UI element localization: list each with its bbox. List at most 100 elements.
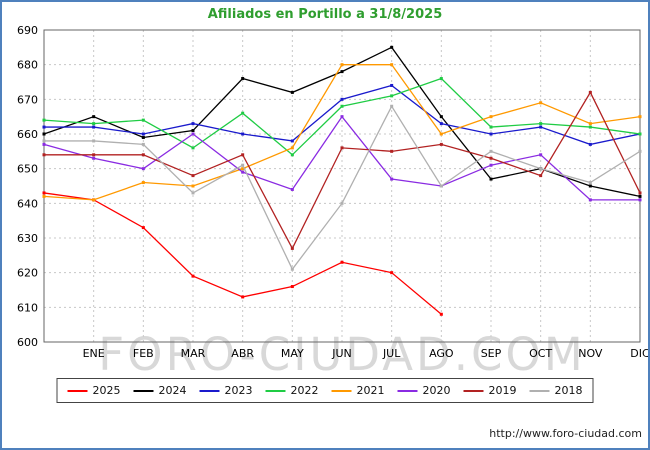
- legend-item-2022: 2022: [265, 384, 319, 397]
- x-tick-label: MAR: [181, 347, 206, 360]
- series-marker-2019: [539, 174, 543, 178]
- x-tick-label: MAY: [281, 347, 304, 360]
- series-marker-2020: [42, 142, 46, 146]
- x-tick-label: SEP: [481, 347, 502, 360]
- series-marker-2020: [191, 132, 195, 136]
- x-tick-label: JUL: [382, 347, 401, 360]
- series-marker-2019: [42, 153, 46, 157]
- series-marker-2018: [42, 139, 46, 143]
- legend-swatch-2025: [67, 389, 88, 392]
- series-marker-2024: [290, 90, 294, 94]
- legend-item-2024: 2024: [133, 384, 187, 397]
- watermark: FORO-CIUDAD.COM: [98, 328, 585, 381]
- legend-label-2018: 2018: [554, 384, 583, 397]
- series-marker-2021: [42, 194, 46, 198]
- legend-swatch-2020: [397, 389, 418, 392]
- series-marker-2023: [42, 125, 46, 129]
- series-marker-2025: [390, 271, 394, 275]
- legend-label-2025: 2025: [92, 384, 121, 397]
- series-marker-2019: [390, 149, 394, 153]
- series-marker-2020: [489, 163, 493, 167]
- y-tick-label: 620: [17, 267, 38, 280]
- series-marker-2025: [439, 312, 443, 316]
- series-marker-2024: [92, 115, 96, 119]
- series-marker-2023: [489, 132, 493, 136]
- series-marker-2023: [340, 97, 344, 101]
- legend-swatch-2019: [463, 389, 484, 392]
- legend-item-2019: 2019: [463, 384, 517, 397]
- series-marker-2023: [290, 139, 294, 143]
- series-marker-2020: [141, 167, 145, 171]
- legend-label-2024: 2024: [158, 384, 187, 397]
- legend-swatch-2024: [133, 389, 154, 392]
- y-tick-label: 690: [17, 24, 38, 37]
- x-tick-label: FEB: [133, 347, 154, 360]
- series-marker-2024: [141, 135, 145, 139]
- legend-swatch-2018: [529, 389, 550, 392]
- series-marker-2018: [92, 139, 96, 143]
- series-marker-2019: [92, 153, 96, 157]
- series-marker-2024: [241, 77, 245, 81]
- series-marker-2019: [489, 156, 493, 160]
- series-marker-2023: [141, 132, 145, 136]
- series-marker-2019: [439, 142, 443, 146]
- y-tick-label: 680: [17, 59, 38, 72]
- series-marker-2023: [439, 122, 443, 126]
- series-marker-2020: [290, 187, 294, 191]
- y-tick-label: 670: [17, 93, 38, 106]
- series-marker-2023: [241, 132, 245, 136]
- x-tick-label: ENE: [83, 347, 105, 360]
- series-marker-2021: [191, 184, 195, 188]
- series-marker-2025: [141, 226, 145, 230]
- chart-title: Afiliados en Portillo a 31/8/2025: [207, 7, 443, 22]
- legend-item-2025: 2025: [67, 384, 121, 397]
- legend-swatch-2023: [199, 389, 220, 392]
- series-marker-2024: [42, 132, 46, 136]
- y-tick-label: 640: [17, 197, 38, 210]
- series-marker-2019: [588, 90, 592, 94]
- series-marker-2024: [489, 177, 493, 181]
- series-marker-2018: [290, 267, 294, 271]
- series-marker-2025: [340, 260, 344, 264]
- series-marker-2022: [191, 146, 195, 150]
- legend-swatch-2021: [331, 389, 352, 392]
- series-marker-2022: [241, 111, 245, 115]
- series-marker-2021: [439, 132, 443, 136]
- series-marker-2021: [241, 167, 245, 171]
- legend-item-2018: 2018: [529, 384, 583, 397]
- legend-label-2021: 2021: [356, 384, 385, 397]
- series-marker-2019: [290, 246, 294, 250]
- series-marker-2024: [588, 184, 592, 188]
- series-marker-2024: [390, 45, 394, 49]
- series-marker-2019: [340, 146, 344, 150]
- x-tick-label: AGO: [429, 347, 454, 360]
- legend-label-2020: 2020: [422, 384, 451, 397]
- series-marker-2023: [539, 125, 543, 129]
- series-marker-2022: [290, 153, 294, 157]
- legend-label-2023: 2023: [224, 384, 253, 397]
- series-marker-2021: [340, 63, 344, 67]
- series-marker-2022: [539, 122, 543, 126]
- series-marker-2023: [588, 142, 592, 146]
- series-marker-2021: [588, 122, 592, 126]
- series-marker-2022: [439, 77, 443, 81]
- series-marker-2018: [439, 184, 443, 188]
- y-tick-label: 630: [17, 232, 38, 245]
- series-marker-2021: [92, 198, 96, 202]
- series-marker-2019: [191, 174, 195, 178]
- series-marker-2020: [638, 198, 642, 202]
- x-tick-label: DIC: [630, 347, 650, 360]
- footer-url-link[interactable]: http://www.foro-ciudad.com: [489, 427, 642, 440]
- series-marker-2020: [588, 198, 592, 202]
- series-marker-2018: [539, 167, 543, 171]
- legend-item-2021: 2021: [331, 384, 385, 397]
- series-marker-2024: [191, 129, 195, 133]
- series-marker-2022: [638, 132, 642, 136]
- series-marker-2018: [588, 181, 592, 185]
- series-marker-2019: [241, 153, 245, 157]
- series-marker-2020: [539, 153, 543, 157]
- legend-label-2019: 2019: [488, 384, 517, 397]
- series-marker-2020: [390, 177, 394, 181]
